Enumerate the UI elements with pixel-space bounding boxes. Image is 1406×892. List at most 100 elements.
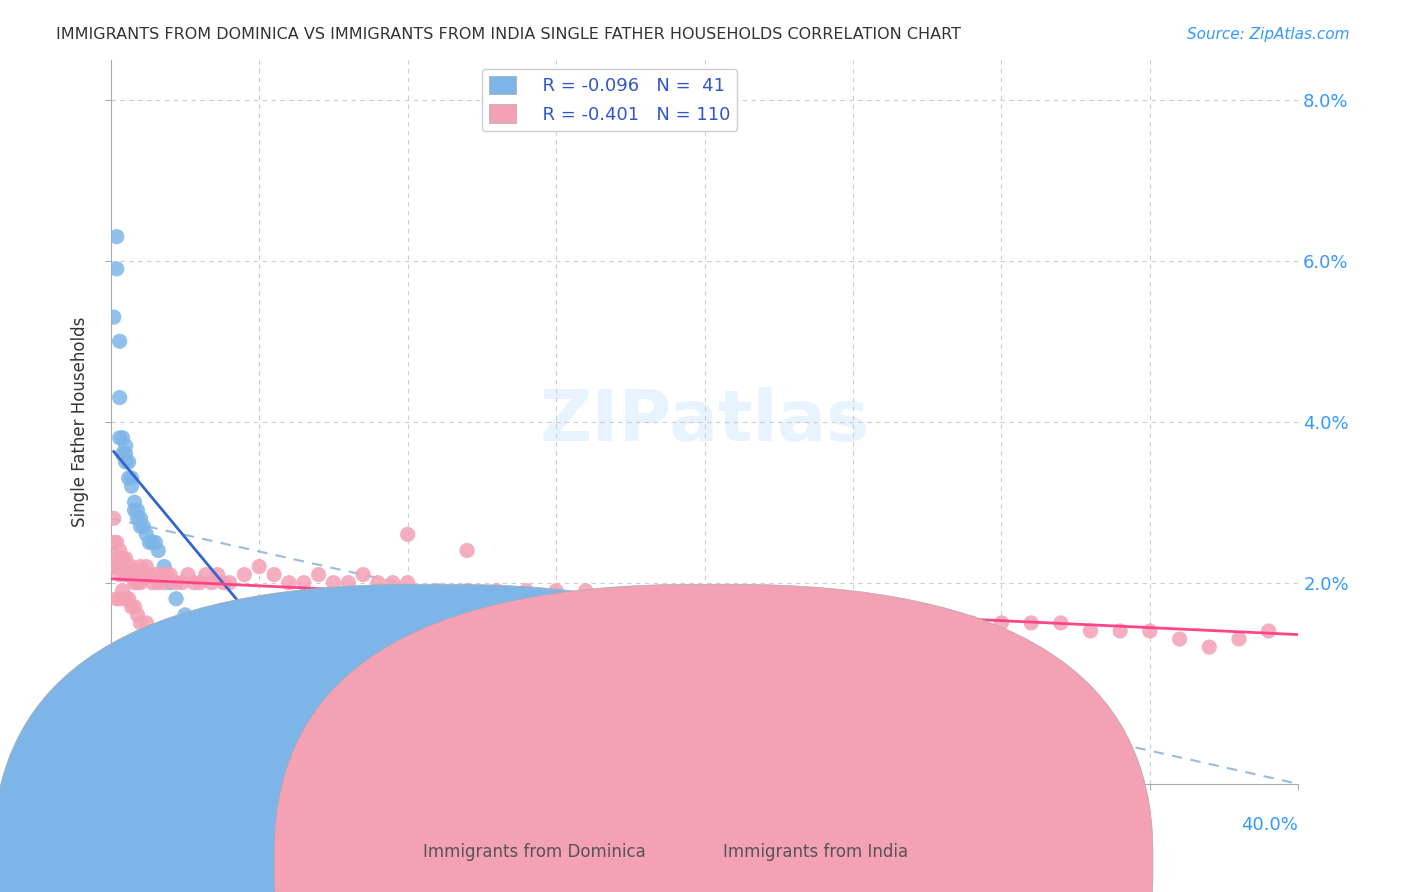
Point [117,455,139,469]
Point [114,439,136,453]
Point [111,551,134,566]
Point [117,559,139,574]
Point [456,543,478,558]
Point [141,575,163,590]
Point [485,583,508,598]
Point [129,575,152,590]
Point [148,575,170,590]
Point [352,567,374,582]
Point [233,567,256,582]
Point [165,575,187,590]
Point [367,713,389,727]
Point [124,567,146,582]
Point [103,535,125,549]
Point [218,607,240,622]
Point [207,567,229,582]
Point [575,583,598,598]
Text: 0.0%: 0.0% [111,816,156,834]
Point [664,591,686,606]
Point [188,632,211,646]
Point [141,535,163,549]
Point [247,615,270,630]
Point [103,559,125,574]
Point [456,583,478,598]
Point [872,607,894,622]
Point [960,615,983,630]
Point [132,567,155,582]
Point [108,334,131,349]
Point [218,575,240,590]
Point [1080,624,1102,638]
Legend:   R = -0.096   N =  41,   R = -0.401   N = 110: R = -0.096 N = 41, R = -0.401 N = 110 [482,69,737,131]
Point [170,575,193,590]
Point [1109,624,1132,638]
Point [114,559,136,574]
Point [105,261,128,276]
Point [143,535,166,549]
Point [605,591,627,606]
Text: ZIPatlas: ZIPatlas [540,387,870,456]
Point [121,599,143,614]
Point [127,575,149,590]
Point [1168,632,1191,646]
Point [990,615,1012,630]
Point [204,632,226,646]
Point [634,607,657,622]
Point [931,607,953,622]
Point [218,624,240,638]
Point [121,567,143,582]
Point [194,567,217,582]
Point [159,624,181,638]
Point [105,535,128,549]
Point [813,599,835,614]
Point [111,447,134,461]
Point [723,599,745,614]
Point [1049,615,1071,630]
Point [159,567,181,582]
Point [177,567,200,582]
Point [124,599,146,614]
Point [277,575,299,590]
Point [1139,624,1161,638]
Point [782,599,804,614]
Point [263,567,285,582]
Point [247,607,270,622]
Point [135,559,157,574]
Point [546,583,568,598]
Point [337,607,360,622]
Point [103,511,125,525]
Point [159,575,181,590]
Point [693,591,716,606]
Point [183,575,205,590]
Point [117,591,139,606]
Point [135,527,157,541]
Text: Immigrants from Dominica: Immigrants from Dominica [423,843,645,861]
Point [546,599,568,614]
Point [129,519,152,533]
Point [108,431,131,445]
Point [143,624,166,638]
Point [124,575,146,590]
Point [105,591,128,606]
Point [143,567,166,582]
Point [114,447,136,461]
Point [842,607,865,622]
Point [337,697,360,711]
Point [188,624,211,638]
Point [1019,615,1042,630]
Point [105,551,128,566]
Point [117,471,139,485]
Point [121,559,143,574]
Point [129,559,152,574]
Point [121,479,143,493]
Point [103,310,125,325]
Text: Source: ZipAtlas.com: Source: ZipAtlas.com [1187,27,1350,42]
Text: IMMIGRANTS FROM DOMINICA VS IMMIGRANTS FROM INDIA SINGLE FATHER HOUSEHOLDS CORRE: IMMIGRANTS FROM DOMINICA VS IMMIGRANTS F… [56,27,962,42]
Text: 40.0%: 40.0% [1241,816,1298,834]
Point [212,575,235,590]
Point [188,575,211,590]
Point [426,583,449,598]
Point [132,519,155,533]
Point [292,575,315,590]
Point [124,495,146,509]
